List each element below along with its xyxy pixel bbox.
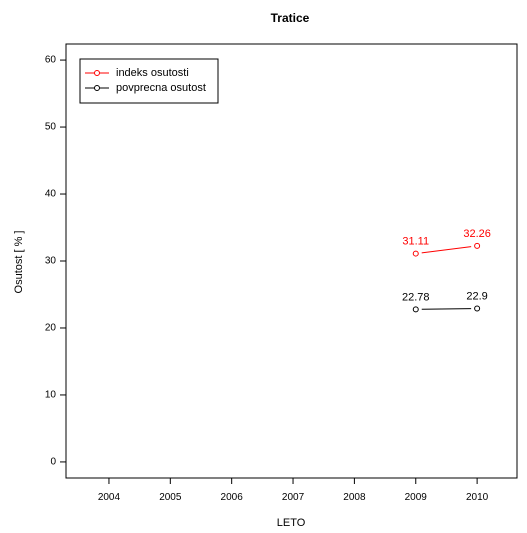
legend-entries: indeks osutosti povprecna osutost [85,67,206,94]
data-point [474,305,481,312]
data-label: 31.11 [402,236,429,248]
data-point [474,242,481,249]
plot-frame [65,43,518,479]
x-tick-label: 2006 [221,492,244,503]
legend-swatch-point [94,70,100,76]
legend-swatch-point [94,85,100,91]
x-tick-label: 2010 [466,492,489,503]
x-axis: 2004 2005 2006 2007 2008 2009 2010 [98,478,489,503]
data-label: 22.9 [466,291,487,303]
x-tick-label: 2005 [159,492,182,503]
series-layer: 31.11 32.26 22.78 22.9 [402,228,491,313]
legend: indeks osutosti povprecna osutost [79,58,219,104]
y-tick-label: 40 [45,189,57,200]
legend-label: indeks osutosti [116,67,189,79]
y-axis: 0 10 20 30 40 50 60 [45,55,66,468]
x-tick-label: 2008 [343,492,366,503]
y-tick-label: 60 [45,55,57,66]
y-tick-label: 20 [45,323,57,334]
x-axis-label: LETO [277,517,306,529]
data-label: 22.78 [402,291,430,303]
chart-title: Tratice [271,11,310,25]
data-point [412,306,419,313]
series-line [421,246,472,254]
x-tick-label: 2004 [98,492,121,503]
x-tick-label: 2007 [282,492,305,503]
y-tick-label: 10 [45,390,57,401]
data-point [412,250,419,257]
x-tick-label: 2009 [405,492,428,503]
y-tick-label: 50 [45,122,57,133]
y-axis-label: Osutost [ % ] [13,231,25,294]
series-line [421,308,472,310]
y-tick-label: 0 [50,457,56,468]
legend-box [79,58,219,104]
data-label: 32.26 [463,228,491,240]
legend-label: povprecna osutost [116,82,206,94]
y-tick-label: 30 [45,256,57,267]
